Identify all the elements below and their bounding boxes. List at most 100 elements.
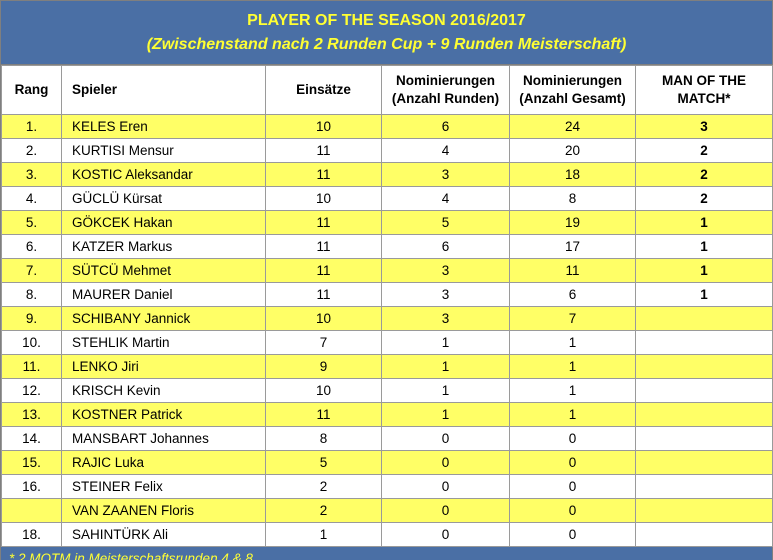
nominations-rounds-cell: 1 <box>381 378 510 403</box>
table-row: 15. RAJIC Luka 5 0 0 <box>1 450 773 475</box>
table-row: 12. KRISCH Kevin 10 1 1 <box>1 378 773 403</box>
player-name-cell: GÜCLÜ Kürsat <box>61 186 266 211</box>
table-row: 5. GÖKCEK Hakan 11 5 19 1 <box>1 210 773 235</box>
nominations-total-cell: 7 <box>509 306 636 331</box>
player-name-cell: RAJIC Luka <box>61 450 266 475</box>
table-row: 18. SAHINTÜRK Ali 1 0 0 <box>1 522 773 547</box>
nominations-rounds-cell: 4 <box>381 138 510 163</box>
nominations-rounds-cell: 0 <box>381 522 510 547</box>
footnote: * 2 MOTM in Meisterschaftsrunden 4 & 8 <box>1 547 772 560</box>
nominations-total-cell: 0 <box>509 426 636 451</box>
appearances-cell: 10 <box>265 378 382 403</box>
header-spieler: Spieler <box>61 65 266 115</box>
man-of-the-match-cell: 1 <box>635 282 773 307</box>
table-row: 14. MANSBART Johannes 8 0 0 <box>1 426 773 451</box>
appearances-cell: 5 <box>265 450 382 475</box>
ranking-table-body: 1. KELES Eren 10 6 24 3 2. KURTISI Mensur 11 4 20 2… <box>1 114 773 547</box>
nominations-rounds-cell: 1 <box>381 330 510 355</box>
player-name-cell: STEHLIK Martin <box>61 330 266 355</box>
man-of-the-match-cell <box>635 402 773 427</box>
appearances-cell: 11 <box>265 210 382 235</box>
rank-cell: 15. <box>1 450 62 475</box>
rank-cell: 13. <box>1 402 62 427</box>
header-nom-runden-line2: (Anzahl Runden) <box>391 91 500 106</box>
nominations-total-cell: 24 <box>509 114 636 139</box>
table-row: 3. KOSTIC Aleksandar 11 3 18 2 <box>1 162 773 187</box>
man-of-the-match-cell: 1 <box>635 258 773 283</box>
nominations-rounds-cell: 6 <box>381 234 510 259</box>
player-name-cell: KATZER Markus <box>61 234 266 259</box>
man-of-the-match-cell <box>635 378 773 403</box>
page-subtitle: (Zwischenstand nach 2 Runden Cup + 9 Run… <box>146 36 627 53</box>
nominations-rounds-cell: 4 <box>381 186 510 211</box>
man-of-the-match-cell <box>635 354 773 379</box>
man-of-the-match-cell: 2 <box>635 162 773 187</box>
man-of-the-match-cell: 3 <box>635 114 773 139</box>
nominations-total-cell: 17 <box>509 234 636 259</box>
table-row: 8. MAURER Daniel 11 3 6 1 <box>1 282 773 307</box>
rank-cell: 3. <box>1 162 62 187</box>
table-row: 11. LENKO Jiri 9 1 1 <box>1 354 773 379</box>
rank-cell <box>1 498 62 523</box>
appearances-cell: 11 <box>265 258 382 283</box>
player-name-cell: LENKO Jiri <box>61 354 266 379</box>
player-name-cell: STEINER Felix <box>61 474 266 499</box>
man-of-the-match-cell: 2 <box>635 138 773 163</box>
appearances-cell: 8 <box>265 426 382 451</box>
title-banner: PLAYER OF THE SEASON 2016/2017 (Zwischen… <box>1 1 772 65</box>
nominations-total-cell: 6 <box>509 282 636 307</box>
nominations-total-cell: 1 <box>509 354 636 379</box>
appearances-cell: 10 <box>265 114 382 139</box>
table-row: 9. SCHIBANY Jannick 10 3 7 <box>1 306 773 331</box>
nominations-rounds-cell: 3 <box>381 162 510 187</box>
appearances-cell: 2 <box>265 498 382 523</box>
man-of-the-match-cell: 2 <box>635 186 773 211</box>
rank-cell: 10. <box>1 330 62 355</box>
ranking-table: Rang Spieler Einsätze Nominierungen (Anz… <box>1 65 773 547</box>
player-name-cell: SAHINTÜRK Ali <box>61 522 266 547</box>
rank-cell: 1. <box>1 114 62 139</box>
rank-cell: 4. <box>1 186 62 211</box>
player-name-cell: KOSTIC Aleksandar <box>61 162 266 187</box>
header-motm-line1: MAN OF THE <box>662 73 746 88</box>
appearances-cell: 11 <box>265 138 382 163</box>
table-row: 6. KATZER Markus 11 6 17 1 <box>1 234 773 259</box>
man-of-the-match-cell: 1 <box>635 210 773 235</box>
appearances-cell: 7 <box>265 330 382 355</box>
player-name-cell: KURTISI Mensur <box>61 138 266 163</box>
nominations-rounds-cell: 0 <box>381 498 510 523</box>
nominations-rounds-cell: 3 <box>381 306 510 331</box>
player-name-cell: MANSBART Johannes <box>61 426 266 451</box>
nominations-rounds-cell: 1 <box>381 354 510 379</box>
table-row: 13. KOSTNER Patrick 11 1 1 <box>1 402 773 427</box>
player-name-cell: SCHIBANY Jannick <box>61 306 266 331</box>
nominations-rounds-cell: 0 <box>381 474 510 499</box>
appearances-cell: 1 <box>265 522 382 547</box>
nominations-total-cell: 0 <box>509 450 636 475</box>
rank-cell: 8. <box>1 282 62 307</box>
appearances-cell: 9 <box>265 354 382 379</box>
nominations-rounds-cell: 3 <box>381 282 510 307</box>
player-name-cell: VAN ZAANEN Floris <box>61 498 266 523</box>
player-name-cell: KELES Eren <box>61 114 266 139</box>
man-of-the-match-cell <box>635 522 773 547</box>
table-row: 10. STEHLIK Martin 7 1 1 <box>1 330 773 355</box>
appearances-cell: 11 <box>265 234 382 259</box>
appearances-cell: 11 <box>265 162 382 187</box>
nominations-total-cell: 8 <box>509 186 636 211</box>
nominations-rounds-cell: 3 <box>381 258 510 283</box>
appearances-cell: 10 <box>265 186 382 211</box>
header-nominierungen-gesamt: Nominierungen (Anzahl Gesamt) <box>509 65 636 115</box>
page-title: PLAYER OF THE SEASON 2016/2017 <box>247 12 526 29</box>
header-nom-runden-line1: Nominierungen <box>395 73 495 88</box>
nominations-rounds-cell: 6 <box>381 114 510 139</box>
header-einsaetze: Einsätze <box>265 65 382 115</box>
rank-cell: 14. <box>1 426 62 451</box>
player-name-cell: SÜTCÜ Mehmet <box>61 258 266 283</box>
table-row: 1. KELES Eren 10 6 24 3 <box>1 114 773 139</box>
man-of-the-match-cell <box>635 498 773 523</box>
appearances-cell: 2 <box>265 474 382 499</box>
header-man-of-the-match: MAN OF THE MATCH* <box>635 65 773 115</box>
header-nominierungen-runden: Nominierungen (Anzahl Runden) <box>381 65 510 115</box>
